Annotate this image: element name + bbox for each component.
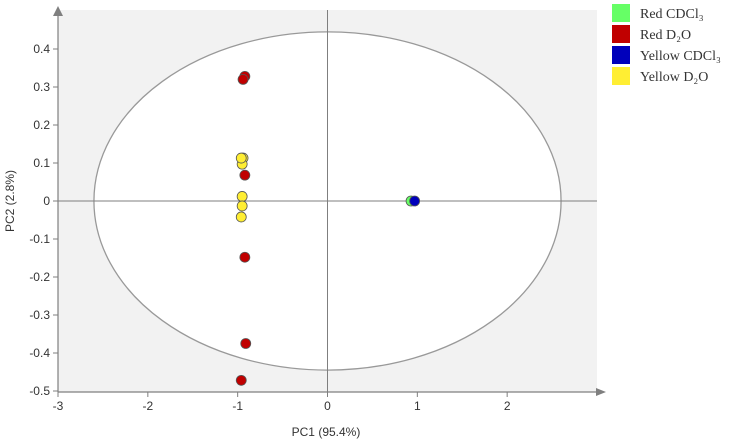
data-point bbox=[236, 191, 248, 202]
y-tick-label: 0.2 bbox=[33, 118, 50, 132]
x-tick-label: -1 bbox=[232, 399, 243, 413]
data-point bbox=[236, 200, 248, 212]
y-tick-label: -0.1 bbox=[29, 232, 50, 246]
data-point bbox=[240, 338, 252, 349]
y-tick-label: 0.4 bbox=[33, 42, 50, 56]
data-point bbox=[239, 251, 251, 263]
x-tick-label: 1 bbox=[414, 399, 421, 413]
legend-label: Red D₂O bbox=[640, 28, 691, 43]
x-tick-label: 0 bbox=[324, 399, 331, 413]
y-axis-arrow bbox=[53, 6, 63, 16]
data-point bbox=[235, 152, 247, 164]
legend-label: Yellow CDCl₃ bbox=[640, 49, 721, 64]
legend-swatch bbox=[612, 46, 630, 64]
y-tick-label: -0.2 bbox=[29, 270, 50, 284]
data-point bbox=[235, 374, 247, 386]
legend-swatch bbox=[612, 67, 630, 85]
data-point bbox=[409, 195, 421, 207]
legend-label: Yellow D₂O bbox=[640, 70, 708, 85]
legend: Red CDCl₃ Red D₂O Yellow CDCl₃ Yellow D₂O bbox=[612, 4, 721, 85]
y-tick-label: -0.5 bbox=[29, 384, 50, 398]
x-axis-arrow bbox=[596, 388, 606, 396]
x-tick-label: -3 bbox=[53, 399, 64, 413]
data-point bbox=[237, 74, 249, 85]
legend-swatch bbox=[612, 25, 630, 43]
y-tick-label: -0.4 bbox=[29, 346, 50, 360]
x-tick-label: -2 bbox=[142, 399, 153, 413]
legend-swatch bbox=[612, 4, 630, 22]
y-tick-label: 0 bbox=[43, 194, 50, 208]
x-tick-label: 2 bbox=[504, 399, 511, 413]
data-point bbox=[239, 169, 251, 181]
y-tick-label: 0.1 bbox=[33, 156, 50, 170]
y-axis-title: PC2 (2.8%) bbox=[3, 170, 17, 232]
y-tick-label: -0.3 bbox=[29, 308, 50, 322]
y-tick-label: 0.3 bbox=[33, 80, 50, 94]
data-point bbox=[235, 211, 247, 223]
plot-area: -3 -2 -1 0 1 2 -0.5 -0.4 -0.3 -0.2 -0.1 0 0.1 0.2 0.3 0… bbox=[29, 6, 606, 413]
legend-label: Red CDCl₃ bbox=[640, 7, 704, 22]
x-axis-title: PC1 (95.4%) bbox=[292, 425, 361, 439]
